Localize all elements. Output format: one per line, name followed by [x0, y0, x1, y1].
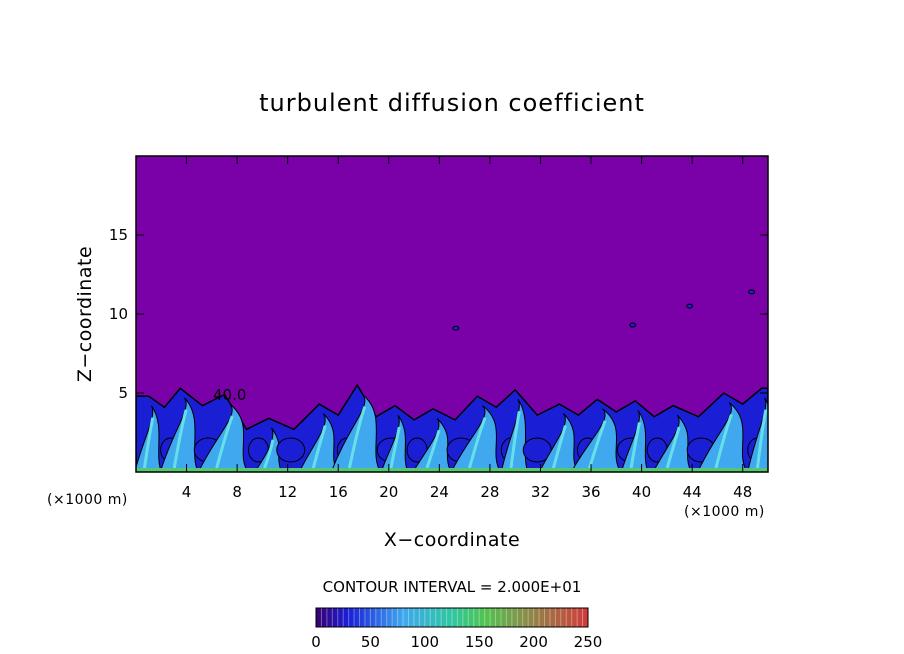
- x-tick-label: 16: [329, 483, 348, 501]
- x-unit-label-right: (×1000 m): [684, 504, 765, 520]
- x-tick-label: 12: [278, 483, 297, 501]
- x-tick-label: 24: [430, 483, 449, 501]
- eddy-core: [425, 429, 441, 469]
- x-axis-label: X−coordinate: [384, 529, 520, 551]
- isolated-turbulence-patches: [452, 289, 756, 331]
- colorbar-tick-label: 100: [410, 633, 439, 651]
- x-axis-ticks: 4 8 12 16 20 24 28 32 36 40 44 48: [182, 156, 752, 501]
- eddy-plume: [538, 413, 578, 472]
- y-tick-label: 5: [118, 384, 128, 402]
- colorbar: [316, 608, 588, 627]
- eddy-core: [215, 415, 234, 469]
- colorbar-frame: [315, 607, 589, 628]
- eddy-plume: [652, 414, 692, 472]
- eddy-plume: [254, 427, 282, 472]
- isolated-patch: [686, 303, 694, 309]
- x-tick-label: 28: [480, 483, 499, 501]
- eddy-core: [551, 425, 567, 469]
- y-tick-label: 15: [109, 226, 128, 244]
- eddy-core: [389, 426, 401, 469]
- colorbar-tick-label: 150: [465, 633, 494, 651]
- x-tick-label: 32: [531, 483, 550, 501]
- eddy-plume: [570, 408, 622, 472]
- x-tick-label: 36: [581, 483, 600, 501]
- y-axis-ticks: 5 10 15: [109, 226, 768, 402]
- eddy-core: [665, 426, 681, 469]
- colorbar-tick-label: 250: [574, 633, 603, 651]
- x-tick-label: 48: [733, 483, 752, 501]
- surface-strip: [136, 468, 768, 472]
- isolated-patch: [629, 322, 637, 328]
- isolated-patch: [452, 325, 460, 331]
- colorbar-ticks: 0 50 100 150 200 250: [311, 633, 602, 651]
- eddy-core: [714, 413, 733, 469]
- eddy-plume: [747, 397, 768, 472]
- colorbar-tick-label: 50: [361, 633, 380, 651]
- eddy-plume: [197, 403, 249, 472]
- colorbar-tick-label: 200: [519, 633, 548, 651]
- y-axis-label: Z−coordinate: [74, 246, 96, 382]
- eddy-core: [263, 439, 275, 469]
- eddy-plume: [298, 413, 338, 472]
- eddy-core: [588, 420, 607, 469]
- eddy-cell: [770, 438, 798, 462]
- x-tick-label: 20: [379, 483, 398, 501]
- x-tick-label: 44: [683, 483, 702, 501]
- eddy-core: [755, 409, 768, 469]
- eddy-core: [468, 417, 487, 469]
- eddy-core: [311, 425, 327, 469]
- colorbar-stripes: [320, 608, 584, 627]
- contour-annotation: 40.0: [213, 386, 246, 404]
- x-tick-label: 4: [182, 483, 192, 501]
- isolated-patch: [748, 289, 756, 295]
- eddy-core: [172, 409, 188, 469]
- eddy-core: [142, 417, 155, 469]
- eddy-plume: [412, 417, 452, 472]
- x-unit-label-left: (×1000 m): [47, 492, 128, 508]
- eddy-cell: [276, 437, 306, 463]
- y-tick-label: 10: [109, 305, 128, 323]
- eddy-plume: [697, 402, 748, 472]
- eddy-core: [347, 406, 367, 469]
- x-tick-label: 40: [632, 483, 651, 501]
- eddy-core: [509, 411, 521, 469]
- chart-title: turbulent diffusion coefficient: [259, 89, 645, 117]
- contour-interval-label: CONTOUR INTERVAL = 2.000E+01: [323, 578, 582, 596]
- colorbar-tick-label: 0: [311, 633, 321, 651]
- x-tick-label: 8: [232, 483, 242, 501]
- eddy-core: [629, 422, 641, 469]
- turbulent-layer: [136, 383, 798, 472]
- eddy-plume: [450, 405, 502, 472]
